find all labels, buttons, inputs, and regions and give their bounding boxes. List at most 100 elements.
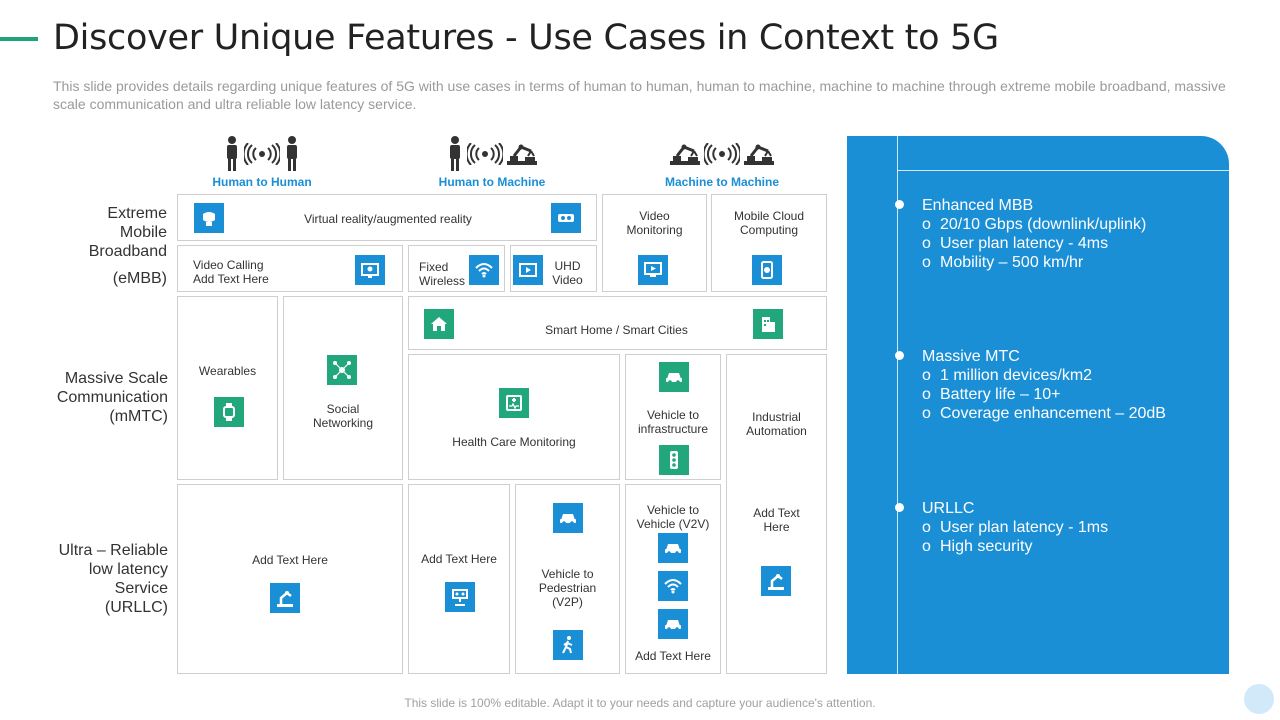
bullet-marker: o [922, 235, 931, 252]
row-label-line: (eMBB) [112, 270, 167, 287]
panel-item: o High security [922, 537, 1108, 556]
bullet-marker: o [922, 386, 931, 403]
wireless-signal-icon [467, 143, 503, 165]
robot-arm-icon [744, 144, 774, 165]
bullet-marker: o [922, 519, 931, 536]
cell-urllc-h2h: Add Text Here [177, 484, 403, 674]
cell-mobile-cloud: Mobile Cloud Computing [711, 194, 827, 292]
feature-panel: Enhanced MBB o 20/10 Gbps (downlink/uplin… [847, 136, 1229, 674]
panel-item-text: Coverage enhancement – 20dB [940, 405, 1166, 422]
cell-health-care-label: Health Care Monitoring [452, 435, 576, 449]
robot-arm-icon [670, 144, 700, 165]
cell-smart-home: Smart Home / Smart Cities [408, 296, 827, 350]
row-label-line: (mMTC) [109, 408, 168, 425]
cell-video-calling: Video Calling Add Text Here [177, 245, 403, 292]
panel-block-heading: Massive MTC [922, 348, 1020, 365]
cell-uhd-video: UHD Video [510, 245, 597, 292]
bullet-dot [895, 200, 904, 209]
bullet-dot [895, 503, 904, 512]
panel-block-urllc: URLLC o User plan latency - 1ms o High sec… [895, 499, 1108, 556]
cell-fixed-wireless: Fixed Wireless [408, 245, 505, 292]
vr-headset-icon [194, 203, 224, 233]
panel-item: o User plan latency - 4ms [922, 234, 1146, 253]
bullet-marker: o [922, 367, 931, 384]
label-line: infrastructure [637, 422, 709, 436]
row-label-line: Communication [56, 389, 168, 406]
cell-v2i: Vehicle to infrastructure [625, 354, 721, 480]
cell-fixed-wireless-label: Fixed Wireless [419, 260, 469, 288]
label-line: Here [763, 520, 790, 534]
label-line: UHD [554, 259, 581, 273]
network-nodes-icon [327, 355, 357, 385]
label-line: Add Text Here [193, 272, 269, 286]
label-line: Social [326, 402, 360, 416]
cell-video-calling-label: Video Calling Add Text Here [193, 258, 283, 286]
wifi-icon [658, 571, 688, 601]
monitor-video-icon [638, 255, 668, 285]
cell-uhd-video-label: UHD Video [549, 259, 586, 287]
home-icon [424, 309, 454, 339]
cell-urllc-h2m-label: Add Text Here [421, 552, 497, 566]
bullet-marker: o [922, 216, 931, 233]
panel-item: o User plan latency - 1ms [922, 518, 1108, 537]
panel-block-heading: Enhanced MBB [922, 197, 1034, 214]
row-label-line: Ultra – Reliable [58, 542, 168, 559]
wifi-icon [469, 255, 499, 285]
accent-bar [0, 37, 38, 41]
cell-industrial-automation: Industrial Automation Add Text Here [726, 354, 827, 674]
row-label-line: Broadband [88, 243, 167, 260]
cell-video-monitoring-label: Video Monitoring [603, 209, 706, 237]
cell-mobile-cloud-label: Mobile Cloud Computing [712, 209, 826, 237]
bullet-marker: o [922, 538, 931, 555]
wireless-signal-icon [704, 143, 740, 165]
label-line: Pedestrian [538, 581, 597, 595]
column-header-m2m: Machine to Machine [637, 135, 807, 189]
footer-note: This slide is 100% editable. Adapt it to… [404, 696, 876, 710]
column-header-h2m: Human to Machine [407, 135, 577, 189]
row-label-line: Mobile [119, 224, 167, 241]
cell-urllc-m2m-label: Add Text Here [727, 506, 826, 534]
cell-wearables: Wearables [177, 296, 278, 480]
row-label-line: Extreme [107, 205, 167, 222]
cell-v2v-label: Vehicle to Vehicle (V2V) [626, 503, 720, 531]
panel-item-text: 1 million devices/km2 [940, 367, 1093, 384]
car-icon [553, 503, 583, 533]
cell-social-networking: Social Networking [283, 296, 403, 480]
row-label-line: low latency [88, 561, 168, 578]
panel-item: o Mobility – 500 km/hr [922, 253, 1146, 272]
cell-v2v-add-label: Add Text Here [635, 649, 711, 663]
column-label-m2m: Machine to Machine [664, 175, 780, 189]
column-header-h2h: Human to Human [177, 135, 347, 189]
column-label-h2m: Human to Machine [438, 175, 546, 189]
cell-industrial-label: Industrial Automation [727, 410, 826, 438]
label-line: Video [639, 209, 670, 223]
car-icon [658, 609, 688, 639]
label-line: Automation [746, 424, 807, 438]
person-icon [450, 136, 460, 171]
cell-v2v: Vehicle to Vehicle (V2V) Add Text Here [625, 484, 721, 674]
panel-item-text: Battery life – 10+ [940, 386, 1061, 403]
cell-vr-label: Virtual reality/augmented reality [304, 212, 472, 226]
mobile-cloud-icon [752, 255, 782, 285]
page-subtitle: This slide provides details regarding un… [53, 78, 1226, 112]
pedestrian-icon [553, 630, 583, 660]
cell-v2p-label: Vehicle to Pedestrian (V2P) [516, 567, 619, 609]
panel-item-text: User plan latency - 4ms [940, 235, 1109, 252]
cell-urllc-h2h-label: Add Text Here [252, 553, 328, 567]
robot-arm-icon [761, 566, 791, 596]
panel-horizontal-line [897, 170, 1229, 171]
cell-v2p: Vehicle to Pedestrian (V2P) [515, 484, 620, 674]
cell-social-networking-label: Social Networking [284, 402, 402, 430]
column-label-h2h: Human to Human [212, 175, 312, 189]
city-building-icon [753, 309, 783, 339]
person-icon [287, 136, 297, 171]
robot-arm-icon [507, 144, 537, 165]
label-line: Video Calling [193, 258, 264, 272]
row-label-line: (URLLC) [104, 599, 168, 616]
panel-item: o 1 million devices/km2 [922, 366, 1166, 385]
wireless-signal-icon [244, 143, 280, 165]
label-line: Fixed [419, 260, 449, 274]
label-line: Vehicle (V2V) [636, 517, 710, 531]
medical-monitor-icon [499, 388, 529, 418]
row-label-urllc: Ultra – Reliable low latency Service (UR… [40, 541, 168, 617]
